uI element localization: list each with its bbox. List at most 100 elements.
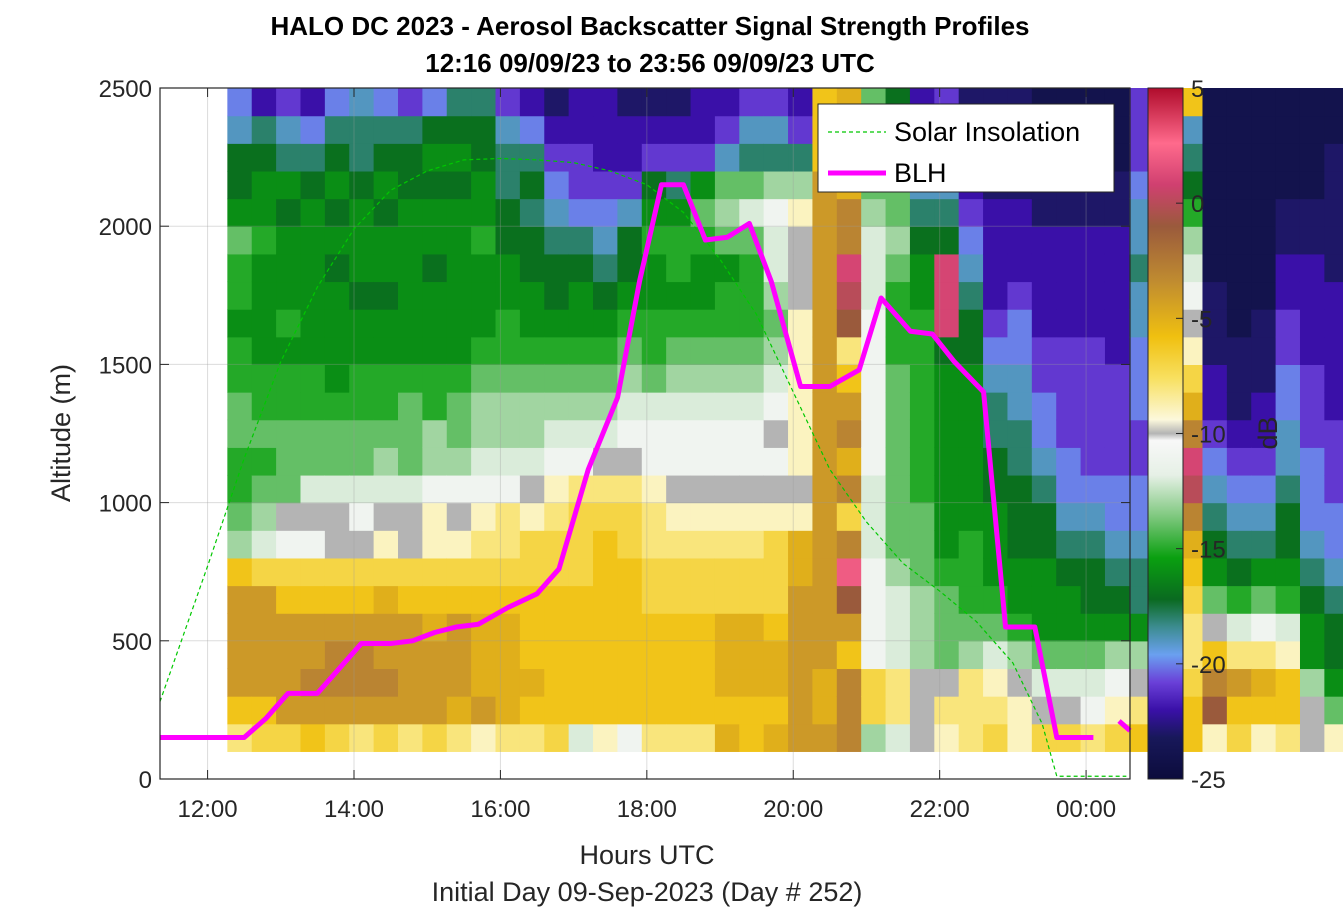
heatmap-cell: [1104, 226, 1130, 255]
heatmap-cell: [398, 502, 423, 531]
heatmap-cell: [568, 336, 594, 365]
heatmap-cell: [1299, 530, 1325, 559]
heatmap-cell: [398, 668, 423, 697]
heatmap-cell: [519, 281, 545, 310]
heatmap-cell: [958, 668, 984, 697]
heatmap-cell: [739, 502, 765, 531]
y-tick-label: 1000: [99, 491, 152, 518]
heatmap-cell: [398, 723, 423, 752]
heatmap-cell: [1275, 309, 1301, 338]
heatmap-cell: [763, 115, 789, 144]
heatmap-cell: [861, 557, 887, 587]
heatmap-cell: [909, 557, 935, 587]
heatmap-cell: [471, 696, 497, 725]
heatmap-cell: [666, 640, 692, 670]
heatmap-cell: [1031, 309, 1057, 338]
x-tick-label: 22:00: [910, 796, 970, 823]
heatmap-cell: [1251, 281, 1277, 310]
heatmap-cell: [958, 447, 984, 476]
heatmap-cell: [788, 696, 814, 725]
heatmap-cell: [861, 198, 887, 227]
heatmap-cell: [1031, 447, 1057, 476]
heatmap-cell: [422, 115, 448, 144]
heatmap-cell: [641, 530, 667, 559]
heatmap-cell: [251, 253, 277, 283]
heatmap-cell: [1056, 447, 1082, 476]
heatmap-cell: [1056, 281, 1082, 310]
heatmap-cell: [1324, 668, 1343, 697]
heatmap-cell: [1056, 198, 1082, 227]
heatmap-cell: [885, 640, 911, 670]
legend-label-blh: BLH: [894, 158, 947, 188]
heatmap-cell: [1202, 253, 1228, 283]
y-axis-label: Altitude (m): [46, 364, 76, 502]
heatmap-cell: [666, 502, 692, 531]
heatmap-cell: [1275, 447, 1301, 476]
heatmap-cell: [763, 419, 789, 448]
heatmap-cell: [1226, 253, 1252, 283]
heatmap-cell: [666, 198, 692, 227]
heatmap-cell: [666, 723, 692, 752]
heatmap-cell: [1104, 474, 1130, 504]
heatmap-cell: [324, 585, 350, 614]
heatmap-cell: [714, 474, 740, 504]
heatmap-cell: [934, 474, 960, 504]
heatmap-cell: [251, 585, 277, 614]
heatmap-cell: [641, 88, 667, 117]
colorbar-tick-label: 5: [1191, 76, 1204, 103]
heatmap-cell: [324, 502, 350, 531]
heatmap-cell: [1299, 613, 1325, 642]
heatmap-cell: [690, 723, 716, 752]
heatmap-cell: [227, 668, 253, 697]
heatmap-cell: [349, 115, 375, 144]
heatmap-cell: [1202, 668, 1228, 697]
heatmap-cell: [373, 281, 399, 310]
heatmap-cell: [788, 640, 814, 670]
y-axis: 0 500 1000 1500 2000 2500: [99, 76, 1130, 794]
heatmap-cell: [593, 226, 618, 255]
heatmap-cell: [1080, 640, 1106, 670]
heatmap-cell: [300, 640, 326, 670]
heatmap-cell: [666, 696, 692, 725]
heatmap-cell: [1056, 226, 1082, 255]
heatmap-cell: [1251, 253, 1277, 283]
heatmap-cell: [666, 336, 692, 365]
legend-box: [817, 103, 1115, 193]
colorbar-tick-label: -15: [1191, 537, 1226, 564]
heatmap-cell: [276, 170, 302, 200]
heatmap-cell: [227, 336, 253, 365]
heatmap-cell: [276, 613, 302, 642]
heatmap-cell: [1226, 613, 1252, 642]
heatmap-cell: [958, 557, 984, 587]
heatmap-cell: [1299, 696, 1325, 725]
heatmap-cell: [690, 530, 716, 559]
heatmap-cell: [568, 668, 594, 697]
blh-line-segment: [1117, 719, 1132, 733]
heatmap-cell: [251, 364, 277, 393]
heatmap-cell: [446, 170, 472, 200]
heatmap-cell: [324, 474, 350, 504]
heatmap-cell: [471, 198, 497, 227]
heatmap-cell: [227, 419, 253, 448]
heatmap-cell: [593, 198, 618, 227]
heatmap-cell: [836, 640, 862, 670]
heatmap-cell: [885, 723, 911, 752]
heatmap-cell: [398, 198, 423, 227]
heatmap-cell: [1202, 198, 1228, 227]
heatmap-cell: [861, 696, 887, 725]
colorbar-tick-label: -20: [1191, 652, 1226, 679]
heatmap-cell: [519, 309, 545, 338]
heatmap-cell: [1226, 502, 1252, 531]
heatmap-cell: [349, 696, 375, 725]
heatmap-cell: [1104, 419, 1130, 448]
heatmap-cell: [690, 309, 716, 338]
heatmap-cell: [690, 364, 716, 393]
heatmap-cell: [373, 143, 399, 172]
heatmap-cell: [788, 723, 814, 752]
heatmap-cell: [714, 557, 740, 587]
x-axis: 12:00 14:00 16:00 18:00 20:00 22:00 00:00: [178, 88, 1116, 823]
heatmap-cell: [593, 530, 618, 559]
heatmap-cell: [422, 88, 448, 117]
heatmap-cell: [885, 502, 911, 531]
